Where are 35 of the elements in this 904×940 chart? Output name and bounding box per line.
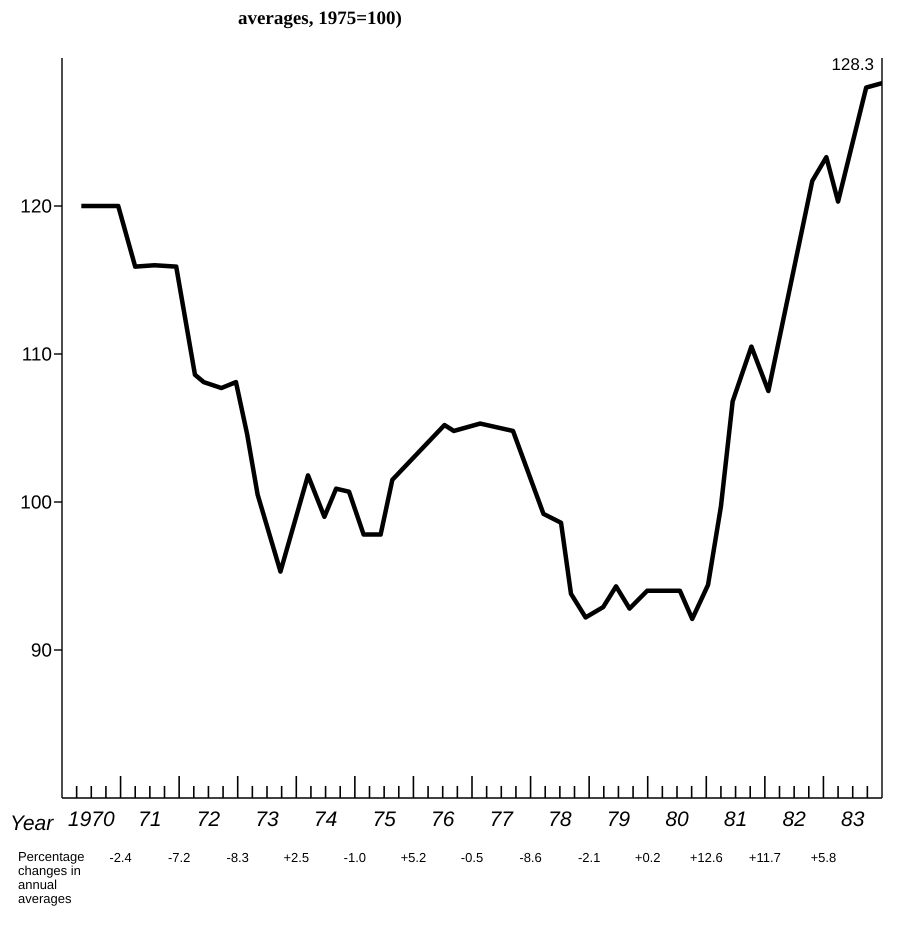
y-tick-label: 90 [30,640,52,662]
x-tick-label: 1970 [68,808,115,831]
x-tick-label: 81 [724,808,748,831]
x-tick-label: 76 [431,808,455,831]
text: -2.1 [576,850,602,865]
text: -1.0 [342,850,368,865]
x-tick-label: 82 [782,808,806,831]
text: +5.8 [810,850,838,865]
annotation: 128.3 [830,55,874,76]
text: +11.7 [748,850,782,865]
x-tick-label: 78 [548,808,572,831]
text: -8.6 [518,850,543,865]
text: Percentage changes in annual averages [18,849,86,906]
x-tick-label: 80 [665,808,689,831]
y-tick-label: 110 [22,344,52,366]
text: -8.3 [226,850,250,865]
text: -2.4 [108,850,133,865]
x-tick-label: 73 [255,808,279,831]
x-tick-label: 72 [196,808,220,831]
x-tick-label: 75 [372,808,396,831]
y-tick-label: 100 [20,492,52,514]
x-tick-label: 71 [138,808,162,831]
text: +2.5 [282,850,310,865]
text: +12.6 [688,850,724,865]
text: -7.2 [166,850,192,865]
x-tick-label: 79 [606,808,630,831]
x-tick-label: 74 [314,808,338,831]
x-tick-label: 77 [490,808,514,831]
x-axis-title: Year [10,812,54,836]
text: -0.5 [460,850,484,865]
y-tick-label: 120 [20,196,52,218]
text: +0.2 [634,850,662,865]
chart-title: averages, 1975=100) [238,8,402,30]
x-tick-label: 83 [841,808,865,831]
text: +5.2 [400,850,428,865]
